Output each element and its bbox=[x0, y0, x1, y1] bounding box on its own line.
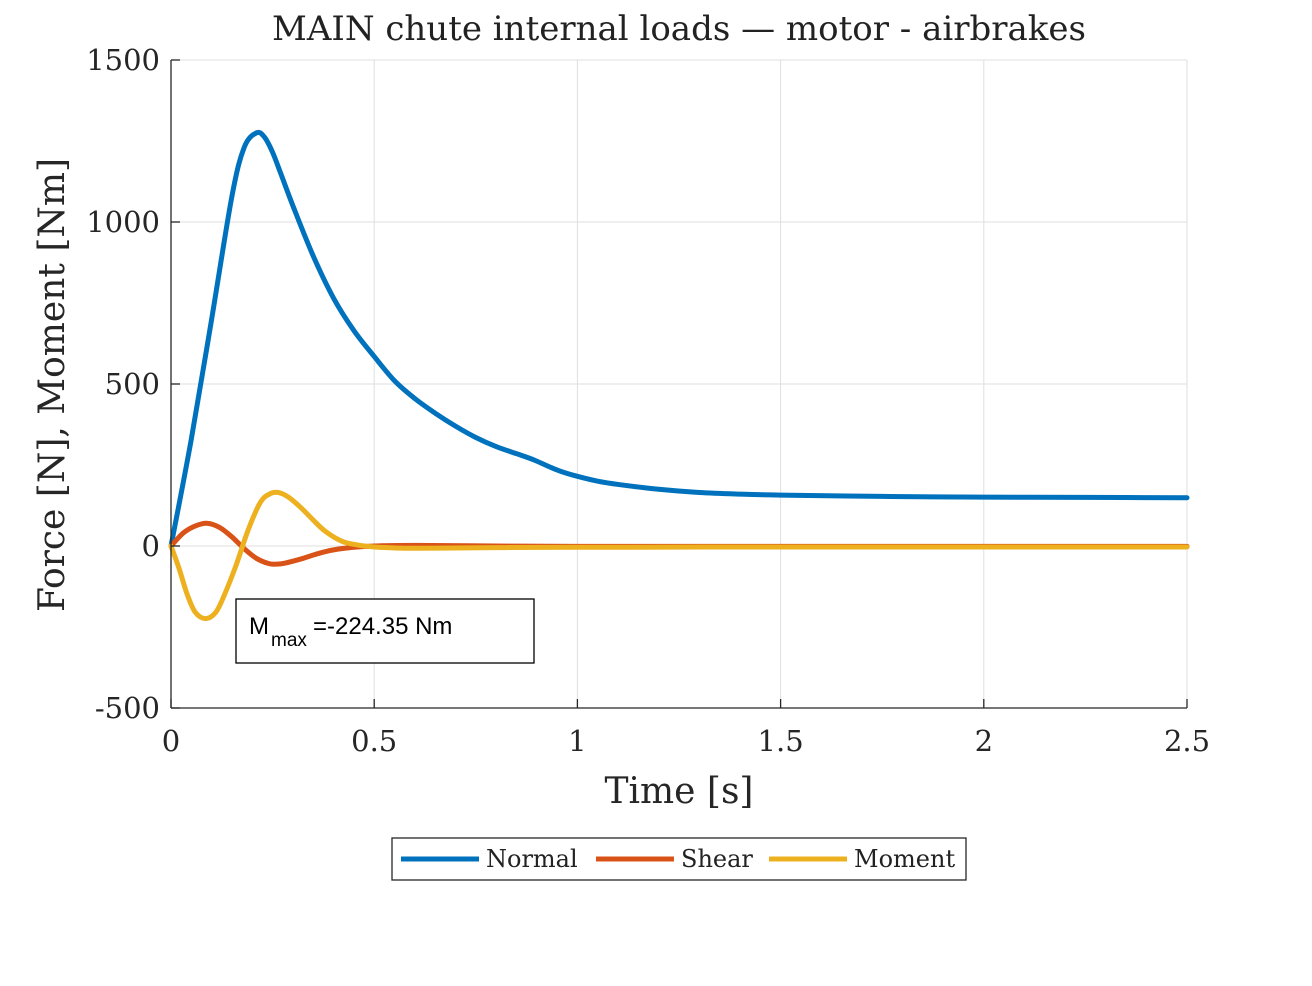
x-tick-label-0: 0 bbox=[162, 724, 180, 758]
x-tick-label-2: 2 bbox=[975, 724, 993, 758]
y-tick-label-0: 0 bbox=[142, 529, 160, 563]
x-tick-label-1: 1 bbox=[568, 724, 586, 758]
y-axis-label: Force [N], Moment [Nm] bbox=[32, 158, 73, 612]
series-group bbox=[168, 129, 1190, 622]
legend-label-normal: Normal bbox=[486, 845, 578, 873]
x-tick-label-2-5: 2.5 bbox=[1164, 724, 1210, 758]
y-ticks: -500 0 500 1000 1500 bbox=[86, 43, 180, 725]
x-tick-label-1-5: 1.5 bbox=[758, 724, 804, 758]
annotation-value: =-224.35 Nm bbox=[313, 613, 452, 640]
annotation-subscript: max bbox=[271, 630, 307, 651]
y-tick-label-500: 500 bbox=[105, 367, 160, 401]
max-moment-annotation: M max =-224.35 Nm bbox=[235, 598, 535, 664]
series-line-moment bbox=[168, 489, 1190, 622]
annotation-box bbox=[235, 598, 535, 664]
chart-title: MAIN chute internal loads — motor - airb… bbox=[272, 9, 1086, 49]
legend-label-moment: Moment bbox=[854, 845, 955, 873]
grid bbox=[171, 59, 1188, 708]
y-tick-label-1500: 1500 bbox=[86, 43, 160, 77]
legend: Normal Shear Moment bbox=[391, 837, 967, 881]
legend-label-shear: Shear bbox=[681, 845, 753, 873]
x-tick-label-0-5: 0.5 bbox=[351, 724, 397, 758]
y-tick-label-500: -500 bbox=[95, 691, 160, 725]
series-line-normal bbox=[168, 129, 1190, 549]
x-ticks: 0 0.5 1 1.5 2 2.5 bbox=[162, 699, 1210, 758]
legend-box bbox=[391, 837, 967, 881]
y-tick-label-1000: 1000 bbox=[86, 205, 160, 239]
x-axis-label: Time [s] bbox=[605, 771, 754, 812]
annotation-main: M bbox=[249, 613, 269, 640]
